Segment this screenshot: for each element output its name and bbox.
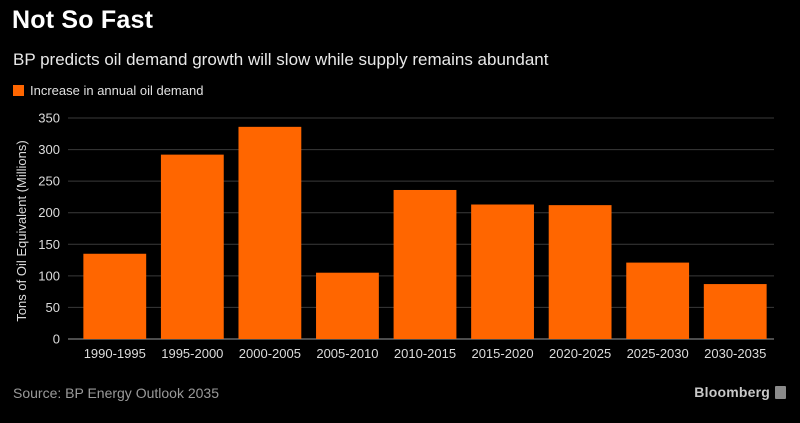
bar [393,189,457,339]
x-tick-label: 2025-2030 [627,346,689,361]
bars [83,126,767,339]
bar [238,126,302,339]
y-tick-label: 350 [38,111,60,126]
x-tick-label: 2030-2035 [704,346,766,361]
legend: Increase in annual oil demand [13,83,203,98]
bar [83,253,147,339]
x-tick-label: 2020-2025 [549,346,611,361]
bar [626,262,690,339]
y-tick-label: 250 [38,174,60,189]
x-tick-label: 2010-2015 [394,346,456,361]
bar [471,204,534,339]
y-axis-label: Tons of Oil Equivalent (Millions) [14,140,29,321]
x-tick-label: 1990-1995 [84,346,146,361]
chart-title: Not So Fast [12,6,154,34]
x-tick-label: 2015-2020 [471,346,533,361]
y-tick-label: 200 [38,205,60,220]
y-tick-label: 100 [38,268,60,283]
bar [703,284,767,339]
chart-subtitle: BP predicts oil demand growth will slow … [13,50,549,69]
brand: Bloomberg [694,384,786,400]
bar [548,205,612,339]
x-tick-label: 2005-2010 [316,346,378,361]
x-tick-label: 1995-2000 [161,346,223,361]
x-tick-label: 2000-2005 [239,346,301,361]
y-tick-label: 300 [38,142,60,157]
y-axis-ticks: 0 50 100 150 200 250 300 350 [38,111,60,347]
brand-label: Bloomberg [694,384,770,400]
legend-label: Increase in annual oil demand [30,83,204,98]
bar [160,154,224,339]
source-note: Source: BP Energy Outlook 2035 [13,385,219,401]
y-tick-label: 150 [38,237,60,252]
y-tick-label: 0 [53,332,60,347]
bar [316,272,379,339]
y-tick-label: 50 [46,300,60,315]
x-axis-ticks: 1990-1995 1995-2000 2000-2005 2005-2010 2010… [84,346,767,361]
legend-swatch [13,85,24,96]
bloomberg-logo-icon [775,385,786,399]
